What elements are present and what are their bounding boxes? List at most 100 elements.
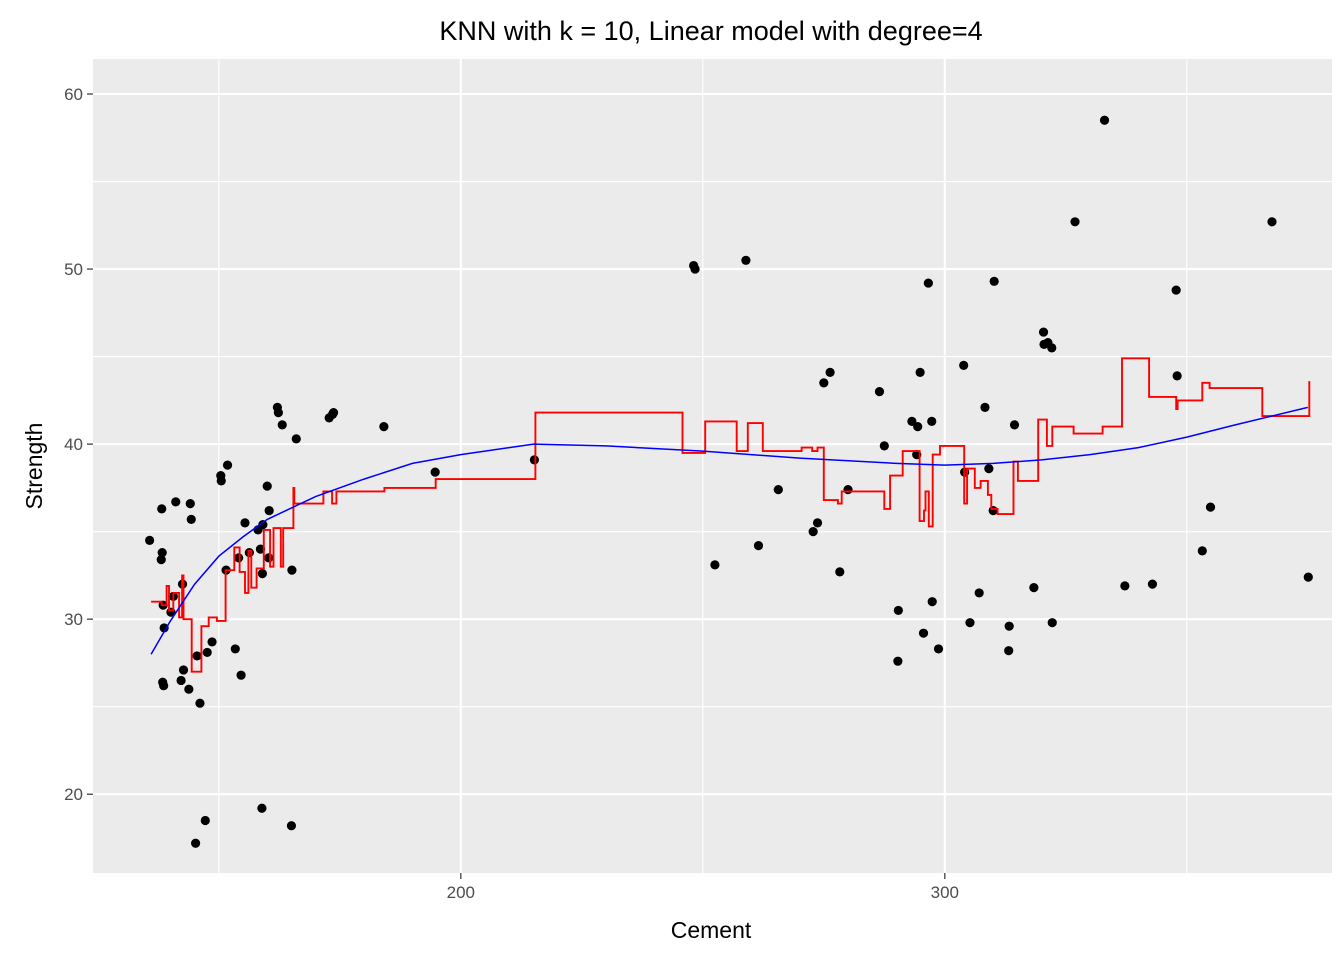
data-point <box>236 670 246 680</box>
y-tick-label: 60 <box>64 85 83 104</box>
data-point <box>989 276 999 286</box>
knn-step-line <box>151 357 1311 673</box>
data-point <box>825 367 835 377</box>
data-point <box>191 838 201 848</box>
y-tick-label: 50 <box>64 260 83 279</box>
x-tick-label: 200 <box>447 883 475 902</box>
data-point <box>893 656 903 666</box>
data-point <box>157 504 167 514</box>
data-point <box>1047 618 1057 628</box>
data-point <box>255 544 266 554</box>
data-point <box>812 518 823 528</box>
data-point <box>690 264 700 274</box>
data-point <box>156 555 166 565</box>
data-point <box>157 548 167 558</box>
data-point <box>927 597 937 607</box>
data-point <box>1004 621 1014 631</box>
x-tick-label: 300 <box>931 883 959 902</box>
data-point <box>264 553 274 563</box>
data-point <box>258 520 268 530</box>
data-point <box>262 481 272 491</box>
data-point <box>291 434 301 444</box>
data-point <box>918 628 929 638</box>
data-point <box>1038 327 1049 337</box>
data-point <box>176 675 186 686</box>
data-point <box>959 360 969 370</box>
data-point <box>980 402 990 412</box>
data-point <box>933 644 944 654</box>
data-point <box>264 506 274 516</box>
data-point <box>287 565 297 575</box>
data-point <box>1172 371 1182 381</box>
data-point <box>835 567 845 577</box>
data-point <box>1171 285 1181 295</box>
data-point <box>927 416 937 426</box>
data-point <box>178 665 189 675</box>
y-axis-title: Strength <box>21 423 47 510</box>
data-point <box>216 476 226 486</box>
gridlines <box>93 59 1332 873</box>
data-point <box>1197 546 1207 556</box>
data-point <box>923 278 933 288</box>
data-point <box>529 455 539 465</box>
y-tick-label: 40 <box>64 435 83 454</box>
data-point <box>1303 572 1313 582</box>
data-point <box>257 569 267 579</box>
data-point <box>741 255 751 265</box>
x-axis-title: Cement <box>671 917 752 943</box>
data-point <box>808 527 818 537</box>
data-point <box>893 605 903 616</box>
data-point <box>207 637 217 647</box>
data-point <box>773 485 783 495</box>
data-point <box>1205 502 1216 512</box>
data-point <box>273 408 283 418</box>
data-point <box>186 514 196 524</box>
data-point <box>879 441 889 451</box>
y-tick-label: 20 <box>64 785 83 804</box>
data-point <box>843 485 853 495</box>
scatter-points <box>145 115 1313 848</box>
data-point <box>1009 420 1020 430</box>
data-point <box>430 467 440 477</box>
chart-title: KNN with k = 10, Linear model with degre… <box>439 16 982 46</box>
data-point <box>159 623 169 633</box>
data-point <box>1147 579 1158 589</box>
data-point <box>286 821 297 831</box>
data-point <box>230 644 240 654</box>
data-point <box>874 387 885 397</box>
plot-panel <box>93 59 1332 873</box>
data-point <box>277 420 287 430</box>
data-point <box>1070 217 1080 227</box>
data-point <box>222 460 233 470</box>
data-point <box>195 698 205 708</box>
data-point <box>328 408 339 418</box>
data-point <box>1004 646 1014 656</box>
data-point <box>379 422 389 432</box>
data-point <box>1120 581 1130 591</box>
data-point <box>184 684 194 694</box>
data-point <box>1029 583 1039 593</box>
data-point <box>200 815 210 826</box>
data-point <box>984 464 994 474</box>
data-point <box>710 560 720 570</box>
axis-ticks: 20 30 40 50 60 200 300 <box>64 85 959 902</box>
data-point <box>202 647 212 658</box>
data-point <box>965 618 975 628</box>
data-point <box>988 506 998 516</box>
data-point <box>240 518 250 528</box>
data-point <box>915 367 925 377</box>
data-point <box>145 535 155 545</box>
data-point <box>159 681 169 691</box>
data-point <box>974 588 984 598</box>
data-point <box>192 651 202 661</box>
data-point <box>753 541 764 551</box>
data-point <box>1267 217 1277 227</box>
data-point <box>819 378 829 388</box>
data-point <box>257 803 267 813</box>
data-point <box>913 422 923 432</box>
y-tick-label: 30 <box>64 610 83 629</box>
data-point <box>1047 343 1057 353</box>
polynomial-fit-line <box>150 406 1308 655</box>
data-point <box>1099 115 1110 125</box>
